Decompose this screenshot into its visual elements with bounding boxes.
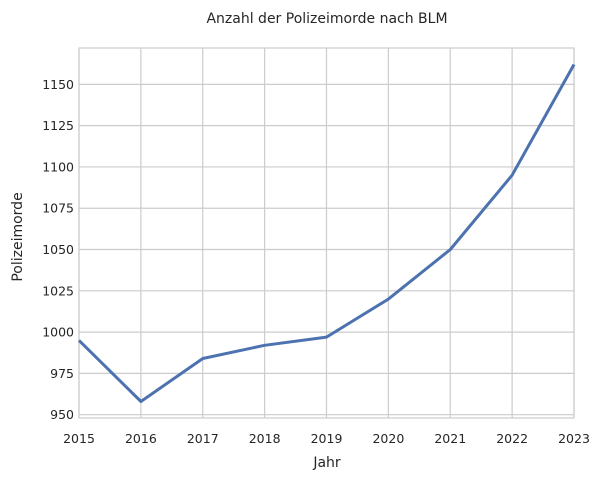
x-axis-label: Jahr	[312, 455, 341, 471]
y-tick-label: 1075	[42, 201, 74, 216]
plot-area	[77, 47, 576, 419]
chart-title: Anzahl der Polizeimorde nach BLM	[206, 11, 447, 27]
grid-lines	[78, 48, 575, 418]
x-tick-label: 2015	[63, 431, 95, 446]
series-line	[77, 63, 576, 403]
y-tick-label: 975	[50, 366, 74, 381]
y-tick-label: 1000	[42, 325, 74, 340]
y-tick-label: 950	[50, 407, 74, 422]
x-tick-label: 2023	[558, 431, 590, 446]
y-axis-label: Polizeimorde	[10, 192, 26, 281]
y-tick-label: 1100	[42, 159, 74, 174]
x-tick-labels: 2015 2016 2017 2018 2019 2020 2021 2022 2023	[63, 431, 590, 446]
x-tick-label: 2021	[434, 431, 466, 446]
y-tick-label: 1125	[42, 118, 74, 133]
x-tick-label: 2020	[372, 431, 404, 446]
x-tick-label: 2019	[311, 431, 343, 446]
y-tick-label: 1150	[42, 77, 74, 92]
y-tick-labels: 950 975 1000 1025 1050 1075 1100 1125 1150	[42, 77, 74, 422]
x-tick-label: 2018	[249, 431, 281, 446]
series-group	[77, 63, 576, 403]
x-tick-label: 2016	[125, 431, 157, 446]
y-tick-label: 1025	[42, 283, 74, 298]
y-tick-label: 1050	[42, 242, 74, 257]
x-tick-label: 2022	[496, 431, 528, 446]
x-tick-label: 2017	[187, 431, 219, 446]
